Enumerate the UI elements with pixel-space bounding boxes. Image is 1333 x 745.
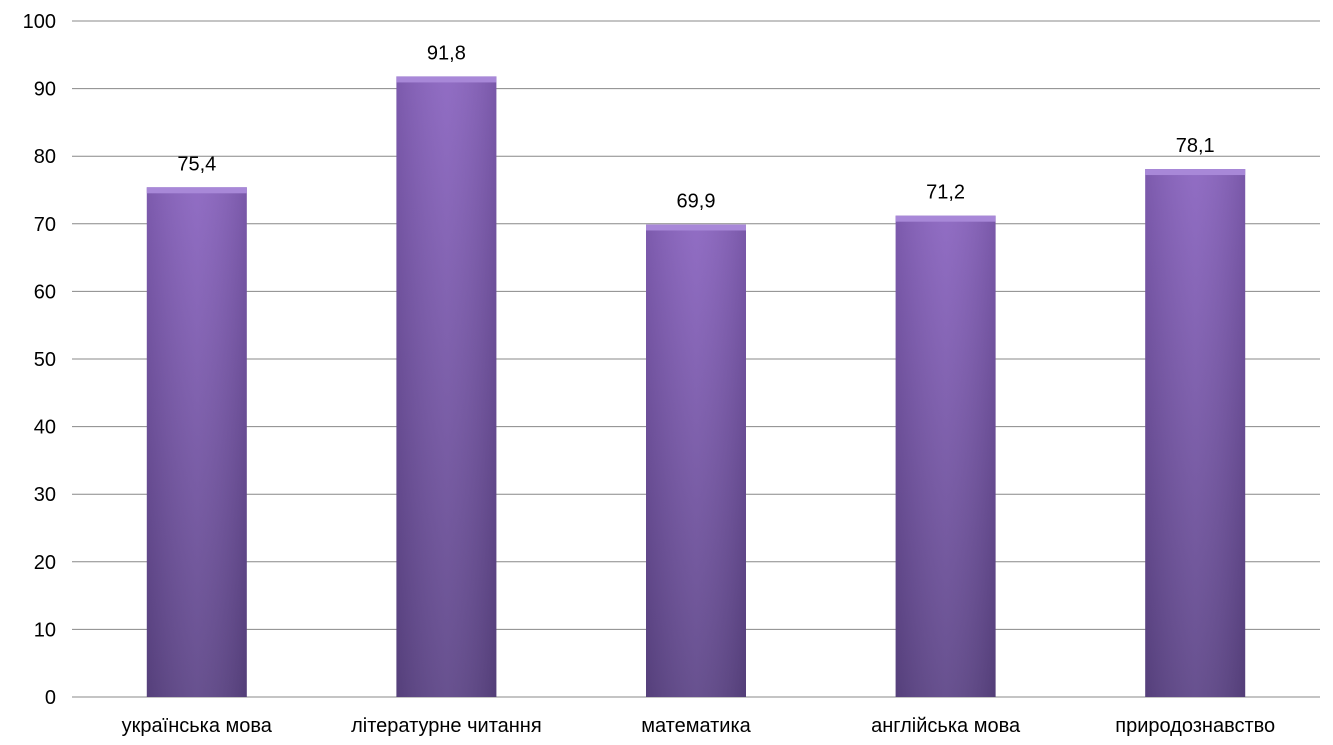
y-tick-label: 10 [34,619,56,641]
bars [146,76,1246,698]
x-category-label: англійська мова [871,715,1021,737]
y-tick-label: 20 [34,552,56,574]
y-tick-label: 100 [23,11,56,33]
bar-top-edge [895,215,996,222]
bar-top-edge [1145,169,1246,176]
data-label: 75,4 [177,153,216,175]
bar-shading [146,187,247,697]
x-category-label: математика [641,715,751,737]
data-label: 71,2 [926,182,965,204]
y-tick-label: 40 [34,417,56,439]
bar-shading [1145,169,1246,697]
y-tick-label: 90 [34,79,56,101]
y-tick-label: 80 [34,146,56,168]
bar-shading [396,76,497,697]
data-label: 91,8 [427,42,466,64]
bar-shading [895,215,996,698]
bar-top-edge [646,224,746,231]
x-axis-categories: українська мова літературне читання матема… [122,715,1276,737]
x-category-label: українська мова [122,715,273,737]
x-category-label: літературне читання [351,715,542,737]
data-labels: 75,4 91,8 69,9 71,2 78,1 [177,42,1214,212]
y-tick-label: 50 [34,349,56,371]
bar-shading [646,224,746,697]
y-tick-label: 30 [34,484,56,506]
y-axis-ticks: 0 10 20 30 40 50 60 70 80 90 100 [23,11,56,709]
y-tick-label: 60 [34,281,56,303]
x-category-label: природознавство [1115,715,1275,737]
data-label: 69,9 [677,190,716,212]
y-tick-label: 70 [34,214,56,236]
bar-top-edge [146,187,247,194]
data-label: 78,1 [1176,135,1215,157]
bar-top-edge [396,76,497,83]
y-tick-label: 0 [45,687,56,709]
